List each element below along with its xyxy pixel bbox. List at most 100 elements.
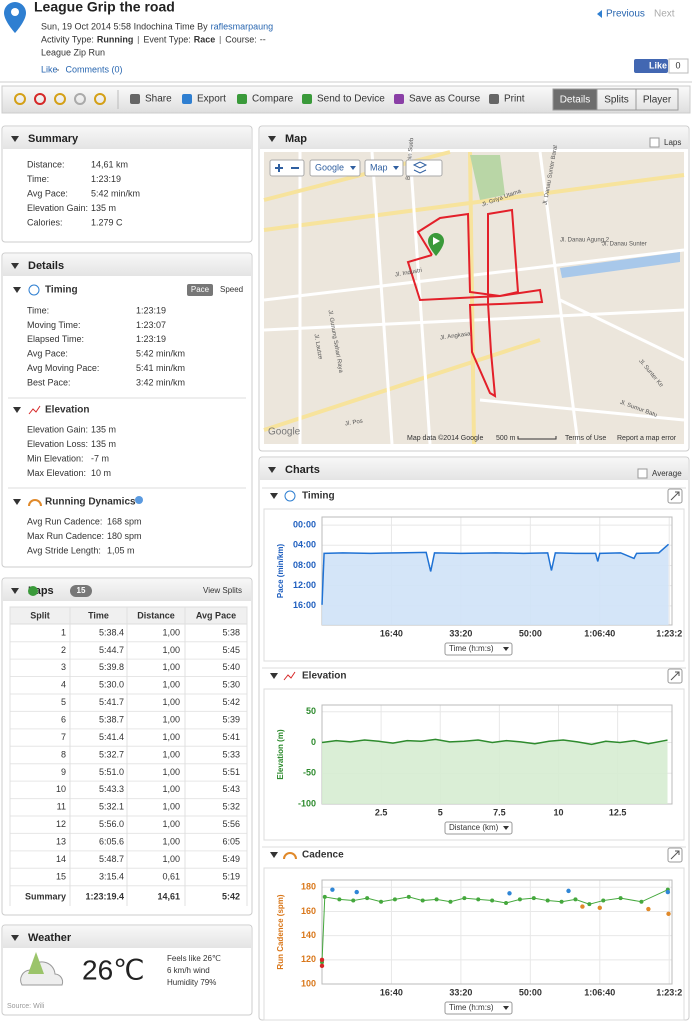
action-icon[interactable]	[130, 94, 140, 104]
map-type-button[interactable]	[309, 159, 361, 177]
weather-detail: 6 km/h wind	[167, 966, 210, 975]
collapse-arrow[interactable]	[268, 136, 276, 142]
point	[476, 897, 481, 902]
collapse-arrow[interactable]	[11, 935, 19, 941]
timing-icon	[28, 284, 40, 296]
toolbar-icon[interactable]	[34, 93, 46, 105]
collapse-arrow[interactable]	[270, 673, 278, 679]
collapse-arrow[interactable]	[270, 493, 278, 499]
lap-cell: 5:44.7	[99, 645, 124, 655]
section-title: Timing	[45, 285, 78, 296]
collapse-arrow[interactable]	[13, 499, 21, 505]
collapse-arrow[interactable]	[270, 852, 278, 858]
section-title: Running Dynamics	[45, 497, 136, 508]
action-icon[interactable]	[302, 94, 312, 104]
collapse-arrow[interactable]	[268, 467, 276, 473]
collapse-arrow[interactable]	[13, 407, 21, 413]
stat-value: 135 m	[91, 424, 116, 434]
map-panel-header	[260, 127, 688, 149]
collapse-arrow[interactable]	[13, 287, 21, 293]
activity-icon-dot	[11, 8, 19, 16]
map-type-button[interactable]	[364, 159, 404, 177]
map-water	[560, 252, 680, 278]
toolbar-action[interactable]: Print	[504, 94, 525, 105]
label: Activity Type:	[41, 34, 94, 44]
y-axis-title: Pace (min/km)	[276, 544, 285, 599]
axis-dropdown[interactable]	[444, 642, 513, 656]
y-axis-title: Elevation (m)	[276, 729, 285, 780]
view-splits-link[interactable]: View Splits	[203, 586, 242, 595]
fb-count-text: 0	[675, 60, 680, 70]
action-icon[interactable]	[394, 94, 404, 104]
lap-cell: 5:32.7	[99, 749, 124, 759]
point	[365, 896, 370, 901]
collapse-arrow[interactable]	[11, 263, 19, 269]
toggle-label[interactable]: Speed	[220, 285, 243, 294]
dropdown-arrow	[503, 1006, 509, 1010]
toolbar-action[interactable]: Compare	[252, 94, 294, 105]
point	[504, 900, 509, 905]
lap-cell: 5:42	[222, 697, 240, 707]
toolbar-icon[interactable]	[14, 93, 26, 105]
lap-cell: 5:45	[222, 645, 240, 655]
toolbar-action[interactable]: Export	[197, 94, 226, 105]
toolbar-action[interactable]: Save as Course	[409, 94, 481, 105]
y-tick-label: 180	[301, 882, 316, 892]
action-icon[interactable]	[182, 94, 192, 104]
laps-checkbox[interactable]	[649, 137, 660, 148]
toolbar-icon[interactable]	[94, 93, 106, 105]
highlight-point	[665, 889, 671, 895]
stat-label: Elevation Gain:	[27, 424, 88, 434]
weather-detail: Humidity 79%	[167, 978, 216, 987]
layers-button[interactable]	[405, 159, 443, 177]
temperature: 26℃	[82, 954, 145, 985]
stat-value: 180 spm	[107, 531, 142, 541]
x-tick-label: 2.5	[375, 807, 388, 817]
author-link[interactable]: raflesmarpaung	[211, 21, 274, 31]
map-panel-title: Map	[285, 133, 307, 145]
charts-panel-header	[260, 458, 688, 480]
stat-value: -7 m	[91, 454, 109, 464]
stat-label: Best Pace:	[27, 377, 71, 387]
action-icon[interactable]	[237, 94, 247, 104]
start-marker-play	[433, 237, 440, 245]
lap-cell: 0,61	[162, 871, 180, 881]
stat-value: 135 m	[91, 439, 116, 449]
x-tick-label: 50:00	[519, 987, 542, 997]
axis-dropdown[interactable]	[444, 821, 513, 835]
lap-cell: 5:38	[222, 627, 240, 637]
toolbar-icon[interactable]	[54, 93, 66, 105]
toolbar-action[interactable]: Share	[145, 94, 172, 105]
previous-link[interactable]: Previous	[606, 9, 645, 20]
comments-link[interactable]: Comments (0)	[66, 64, 123, 74]
axis-dropdown[interactable]	[444, 1001, 513, 1015]
collapse-arrow[interactable]	[11, 588, 19, 594]
toolbar-action[interactable]: Send to Device	[317, 94, 385, 105]
stat-value: 1:23:19	[136, 305, 166, 315]
x-tick-label: 12.5	[609, 807, 627, 817]
stat-label: Distance:	[27, 159, 65, 169]
info-icon[interactable]	[135, 496, 143, 504]
action-icon[interactable]	[489, 94, 499, 104]
location: League Zip Run	[41, 47, 105, 57]
map-report[interactable]: Report a map error	[617, 435, 677, 442]
line	[321, 543, 670, 605]
start-marker[interactable]	[428, 233, 444, 256]
like-link[interactable]: Like	[41, 64, 58, 74]
expand-icon	[670, 850, 680, 860]
map-road	[263, 248, 685, 302]
column-header: Split	[30, 610, 50, 620]
x-tick-label: 16:40	[380, 987, 403, 997]
view-tab-label: Splits	[604, 95, 628, 106]
collapse-arrow[interactable]	[11, 136, 19, 142]
lap-cell: 10	[56, 784, 66, 794]
x-tick-label: 50:00	[519, 628, 542, 638]
view-tab[interactable]	[635, 88, 679, 111]
map-terms[interactable]: Terms of Use	[565, 435, 606, 442]
toolbar-icon[interactable]	[74, 93, 86, 105]
toggle-active[interactable]	[187, 284, 213, 296]
fb-like-button[interactable]	[634, 59, 668, 73]
laps-panel-header	[3, 579, 251, 601]
stat-value: 10 m	[91, 468, 111, 478]
average-checkbox[interactable]	[637, 468, 648, 479]
